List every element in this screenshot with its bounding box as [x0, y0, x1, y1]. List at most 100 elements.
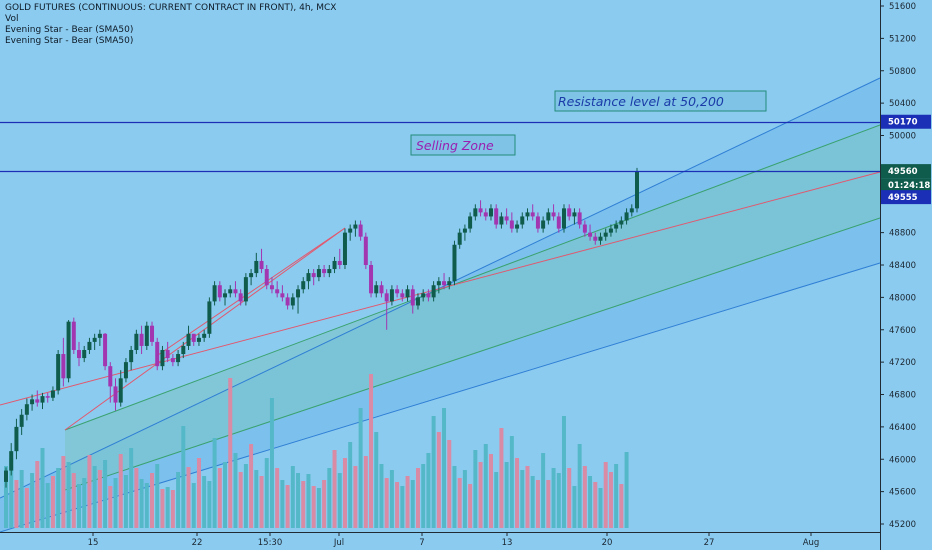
- volume-bar: [285, 485, 290, 528]
- candle: [389, 285, 394, 306]
- candle: [165, 341, 170, 363]
- candle-body: [374, 285, 379, 294]
- volume-bar: [24, 488, 29, 528]
- volume-indicator-label[interactable]: Vol: [5, 14, 19, 24]
- candle: [588, 224, 593, 241]
- candle: [228, 285, 233, 298]
- candle-body: [494, 208, 499, 225]
- candle: [327, 265, 332, 278]
- candle: [509, 212, 514, 233]
- time-tick-label: 13: [502, 538, 513, 548]
- candle: [567, 204, 572, 221]
- candle-body: [217, 285, 222, 298]
- volume-bar: [509, 436, 514, 528]
- regression-channel[interactable]: [0, 77, 881, 533]
- candle: [139, 325, 144, 355]
- candle-body: [457, 232, 462, 245]
- candle-body: [410, 289, 415, 306]
- candle-body: [400, 293, 405, 298]
- volume-bar: [483, 444, 488, 528]
- volume-bar: [426, 453, 431, 528]
- candle-body: [588, 232, 593, 237]
- volume-bar: [442, 408, 447, 528]
- candle-body: [535, 216, 540, 229]
- symbol-title[interactable]: GOLD FUTURES (CONTINUOUS: CURRENT CONTRA…: [5, 3, 337, 13]
- price-tick-label: 47600: [889, 326, 916, 336]
- candle: [379, 281, 384, 298]
- candle: [66, 320, 71, 383]
- regression-mid-line[interactable]: [0, 171, 881, 406]
- volume-bar: [504, 462, 509, 528]
- volume-bar: [45, 483, 50, 528]
- candle-body: [525, 212, 530, 217]
- volume-bar: [56, 468, 61, 528]
- volume-bar: [40, 448, 45, 528]
- price-tick-label: 51200: [889, 34, 916, 44]
- candle-body: [322, 269, 327, 274]
- candles: [4, 167, 639, 488]
- candle: [223, 289, 228, 306]
- volume-bar: [457, 478, 462, 528]
- channel-inner-lower-line[interactable]: [64, 217, 881, 491]
- volume-bar: [421, 464, 426, 528]
- candle: [170, 354, 175, 367]
- volume-bar: [374, 432, 379, 528]
- candle-body: [139, 333, 144, 346]
- horizontal-levels[interactable]: [0, 121, 880, 173]
- candle-body: [45, 396, 50, 398]
- candle-body: [635, 171, 639, 209]
- volume-bar: [196, 458, 201, 528]
- indicator-label-2[interactable]: Evening Star - Bear (SMA50): [5, 36, 134, 46]
- volume-bar: [243, 464, 248, 528]
- candle: [363, 232, 368, 270]
- channel-inner-fill: [65, 125, 880, 490]
- volume-bar: [87, 455, 92, 528]
- indicator-label-1[interactable]: Evening Star - Bear (SMA50): [5, 25, 134, 35]
- volume-bar: [332, 450, 337, 528]
- price-tick-label: 50400: [889, 99, 916, 109]
- selling-zone-box[interactable]: [410, 134, 516, 156]
- candle: [296, 285, 301, 314]
- candle-body: [567, 208, 572, 217]
- candle: [144, 321, 149, 350]
- candle-body: [488, 208, 493, 217]
- candle-body: [285, 297, 290, 306]
- channel-inner-upper-line[interactable]: [64, 124, 881, 431]
- candle-body: [296, 289, 301, 298]
- candle: [196, 333, 201, 346]
- candle-body: [436, 281, 441, 286]
- candle: [160, 345, 165, 371]
- candle-body: [593, 236, 598, 241]
- annotations[interactable]: Resistance level at 50,200 Selling Zone: [410, 90, 767, 156]
- volume-bar: [478, 462, 483, 528]
- candle-body: [160, 349, 165, 367]
- candle: [608, 224, 613, 237]
- candle: [4, 467, 8, 488]
- candle: [629, 204, 634, 217]
- current-price-label-bg: [881, 164, 931, 179]
- candle: [150, 321, 155, 346]
- candle-body: [4, 470, 8, 482]
- volume-bar: [567, 468, 572, 528]
- volume-bar: [160, 489, 165, 528]
- volume-bar: [30, 473, 35, 528]
- volume-bar: [19, 470, 24, 528]
- candle-body: [249, 273, 254, 278]
- volume-bar: [400, 486, 405, 528]
- candle-body: [71, 321, 76, 350]
- volume-bar: [97, 470, 102, 528]
- candle-body: [348, 228, 353, 233]
- volume-bar: [546, 480, 551, 528]
- trend-line-1[interactable]: [64, 227, 346, 431]
- candle: [118, 370, 123, 407]
- candle: [285, 293, 290, 310]
- candle-body: [316, 269, 321, 278]
- candle-body: [243, 277, 248, 302]
- candle-body: [118, 378, 123, 403]
- price-tick-label: 46800: [889, 391, 916, 401]
- resistance-note-box[interactable]: [554, 90, 767, 112]
- volume-bar: [598, 488, 603, 528]
